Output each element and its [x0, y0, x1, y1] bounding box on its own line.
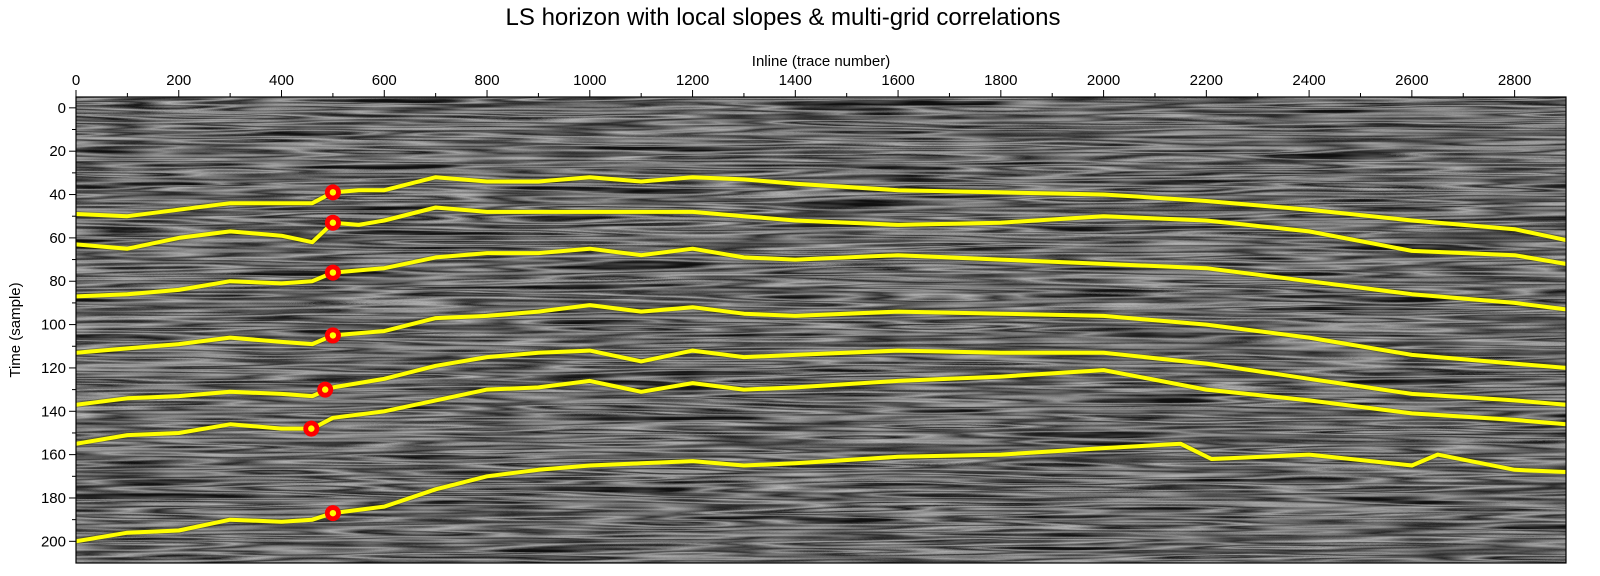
x-axis: 0 200 400 600 800 1000 1200 1400 1600 1800 2000 220…	[72, 72, 1531, 97]
y-tick-label: 20	[49, 143, 66, 160]
y-tick-label: 120	[41, 360, 66, 377]
seismic-image	[76, 97, 1566, 563]
x-tick-label: 600	[372, 72, 397, 89]
horizon-line	[76, 441, 1566, 544]
horizon-line	[76, 303, 1566, 370]
y-tick-label: 40	[49, 187, 66, 204]
horizon-line	[76, 246, 1566, 312]
x-tick-label: 400	[269, 72, 294, 89]
y-axis-label: Time (sample)	[7, 282, 24, 377]
control-point-center	[329, 189, 337, 196]
x-tick-label: 2200	[1190, 72, 1223, 89]
y-tick-label: 0	[58, 100, 66, 117]
x-tick-label: 2000	[1087, 72, 1120, 89]
chart-title: LS horizon with local slopes & multi-gri…	[506, 4, 1061, 31]
horizon-line	[76, 368, 1566, 446]
control-point-center	[329, 509, 337, 517]
x-tick-label: 1600	[881, 72, 914, 89]
y-tick-label: 80	[49, 273, 66, 290]
plot-frame	[75, 96, 1567, 564]
horizon-line	[76, 205, 1566, 266]
horizon-line	[76, 175, 1566, 243]
x-tick-label: 1200	[676, 72, 709, 89]
y-tick-label: 180	[41, 490, 66, 507]
horizon-line	[76, 348, 1566, 407]
control-point-center	[329, 332, 337, 339]
y-tick-label: 200	[41, 533, 66, 550]
y-tick-label: 160	[41, 447, 66, 464]
x-tick-label: 2600	[1395, 72, 1428, 89]
x-tick-label: 1800	[984, 72, 1017, 89]
control-point-center	[308, 425, 315, 432]
y-tick-label: 100	[41, 317, 66, 334]
control-point-center	[329, 219, 337, 226]
control-point-center	[329, 269, 337, 276]
y-axis: 0 20 40 60 80 100 120 140 160 180 200	[41, 100, 76, 550]
x-tick-label: 800	[475, 72, 500, 89]
y-tick-label: 60	[49, 230, 66, 247]
y-tick-label: 140	[41, 403, 66, 420]
x-tick-label: 2400	[1292, 72, 1325, 89]
x-tick-label: 200	[166, 72, 191, 89]
x-axis-label: Inline (trace number)	[752, 53, 890, 70]
x-tick-label: 1000	[573, 72, 606, 89]
x-tick-label: 2800	[1498, 72, 1531, 89]
x-tick-label: 0	[72, 72, 80, 89]
x-tick-label: 1400	[779, 72, 812, 89]
control-point-center	[321, 386, 329, 393]
